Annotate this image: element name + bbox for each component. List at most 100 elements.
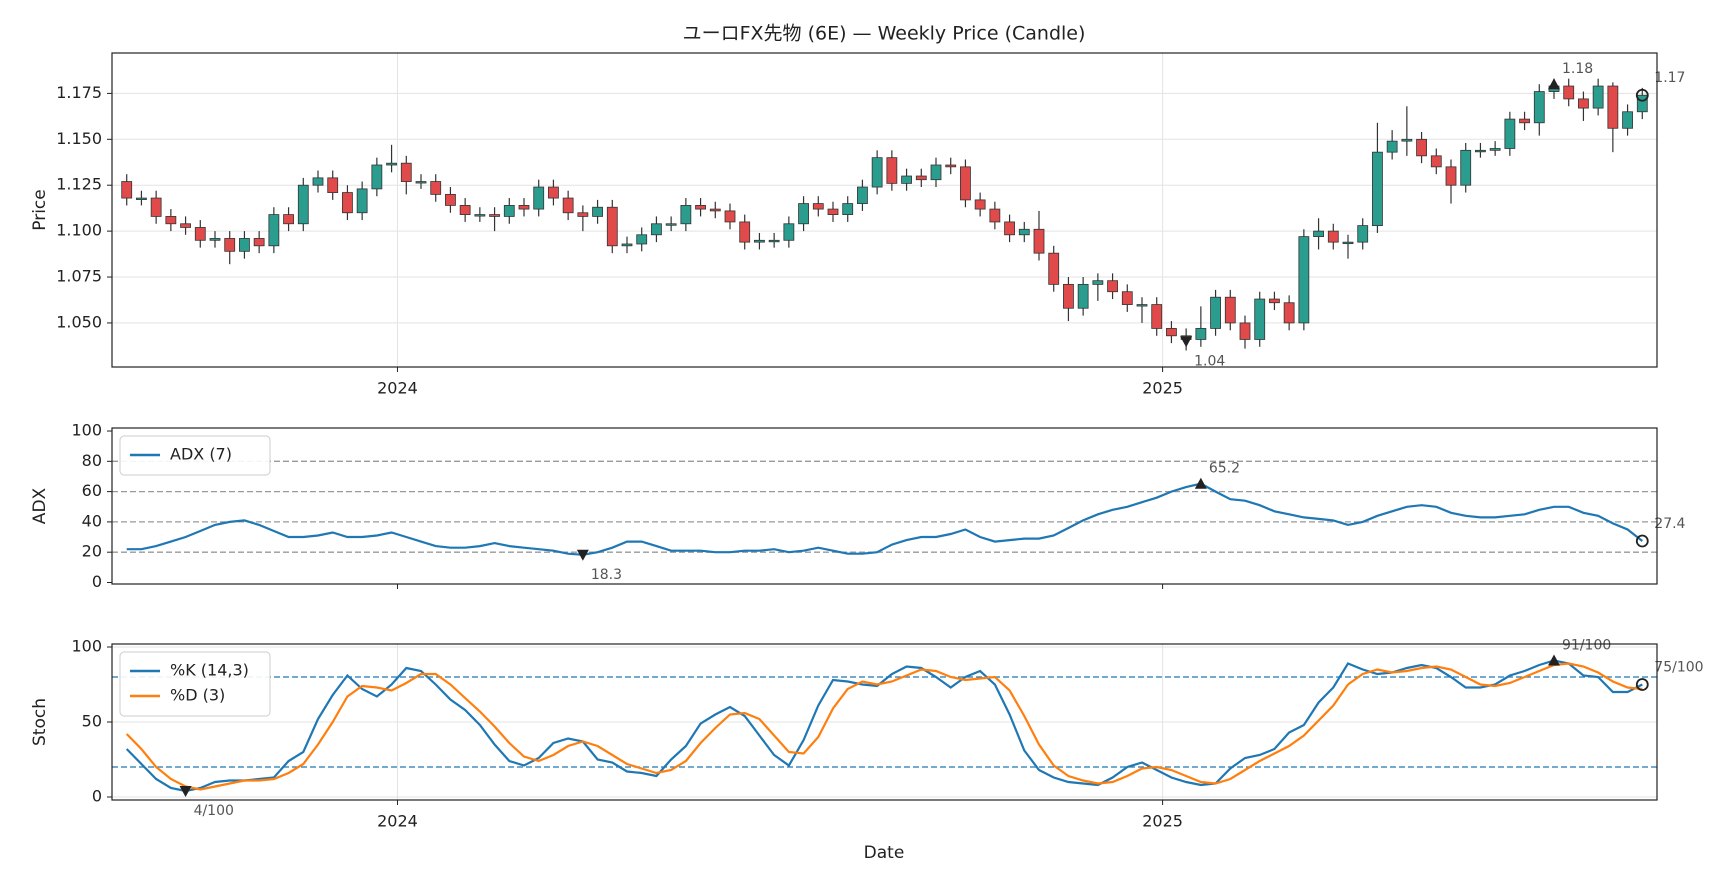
legend-box: [119, 435, 271, 476]
y-tick-label: 50: [82, 712, 102, 731]
candle-body: [709, 208, 721, 212]
annotation-label: 18.3: [591, 567, 622, 583]
candle-body: [1077, 283, 1089, 309]
candle-body: [651, 223, 662, 236]
candle-body: [886, 157, 898, 184]
candle-body: [915, 175, 927, 181]
candle-body: [812, 203, 824, 210]
candle-body: [606, 206, 618, 247]
candle-body: [621, 243, 633, 247]
x-tick-label: 2024: [377, 379, 418, 398]
series-line: [126, 482, 1643, 556]
extreme-marker: [576, 549, 589, 561]
candle-body: [783, 223, 795, 241]
candle-body: [474, 214, 486, 217]
candle-body: [960, 166, 971, 201]
candle-body: [1416, 138, 1427, 157]
y-tick-label: 60: [82, 481, 102, 500]
chart-title: ユーロFX先物 (6E) — Weekly Price (Candle): [683, 23, 1086, 45]
annotation-label: 91/100: [1562, 638, 1611, 654]
candle-body: [1622, 111, 1633, 129]
plot-frame: [111, 52, 1658, 368]
extreme-marker: [1180, 336, 1193, 348]
candle-body: [1607, 85, 1619, 129]
y-tick-label: 80: [82, 451, 102, 470]
candle-body: [945, 164, 957, 168]
candle-body: [1636, 94, 1648, 113]
y-tick-label: 1.125: [56, 175, 102, 194]
y-axis-label: ADX: [30, 487, 50, 524]
candle-body: [342, 192, 353, 214]
candle-body: [268, 214, 280, 247]
legend: ADX (7): [119, 435, 271, 476]
candle-body: [283, 214, 294, 225]
candle-body: [356, 188, 368, 214]
x-tick-label: 2025: [1142, 812, 1183, 831]
candle-body: [636, 234, 648, 245]
candle-body: [1430, 155, 1442, 168]
candle-body: [1004, 221, 1015, 236]
candle-body: [1298, 236, 1310, 324]
annotation-label: 1.04: [1194, 353, 1225, 369]
candle-body: [901, 175, 912, 184]
candle-body: [445, 193, 456, 206]
candle-body: [253, 238, 265, 247]
candle-body: [1048, 252, 1060, 285]
y-axis-label: Price: [30, 189, 50, 230]
candle-body: [871, 157, 883, 188]
candle-body: [1475, 149, 1486, 153]
extreme-marker: [179, 786, 192, 797]
candle-body: [1445, 166, 1457, 186]
candle-body: [1386, 140, 1398, 153]
candle-body: [518, 205, 530, 210]
extreme-marker: [1194, 477, 1207, 489]
legend: %K (14,3) %D (3): [119, 651, 271, 717]
candle-body: [121, 181, 133, 199]
annotation-label: 1.17: [1654, 70, 1685, 86]
candle-body: [1342, 241, 1354, 245]
candle-body: [577, 212, 589, 217]
candle-body: [680, 205, 692, 225]
candle-body: [312, 177, 324, 186]
candle-body: [400, 162, 412, 182]
y-tick-label: 1.150: [56, 129, 102, 148]
candle-body: [533, 186, 545, 210]
candle-body: [1239, 322, 1251, 340]
candle-body: [739, 221, 751, 243]
candle-body: [1107, 280, 1118, 293]
candle-body: [386, 162, 397, 166]
candle-body: [1283, 302, 1295, 324]
candle-body: [857, 186, 868, 204]
candle-body: [1460, 149, 1472, 186]
candle-body: [1504, 118, 1516, 149]
annotation-label: 75/100: [1654, 660, 1703, 676]
legend-label: %K (14,3): [170, 661, 249, 680]
candle-body: [1592, 85, 1604, 109]
candle-body: [665, 223, 677, 226]
y-tick-label: 1.075: [56, 267, 102, 286]
candle-body: [430, 181, 442, 195]
x-tick-label: 2025: [1142, 379, 1183, 398]
y-tick-label: 1.175: [56, 83, 102, 102]
y-tick-label: 100: [71, 637, 102, 656]
candle-body: [1136, 304, 1148, 307]
candle-body: [136, 197, 147, 200]
candle-body: [503, 205, 515, 217]
candle-body: [548, 186, 559, 199]
extreme-marker: [1548, 78, 1560, 90]
candle-body: [1210, 296, 1221, 329]
candle-body: [798, 203, 809, 225]
legend-label: %D (3): [170, 686, 225, 705]
candle-body: [827, 208, 839, 215]
plot-frame: [111, 427, 1658, 585]
y-tick-label: 100: [71, 421, 102, 440]
x-axis-label: Date: [864, 843, 905, 863]
y-tick-label: 1.050: [56, 312, 102, 331]
last-marker: [1635, 88, 1649, 102]
candle-body: [194, 227, 206, 241]
y-axis-label: Stoch: [30, 698, 50, 746]
candle-body: [1166, 328, 1177, 337]
x-tick-label: 2024: [377, 812, 418, 831]
candle-body: [1254, 298, 1266, 340]
